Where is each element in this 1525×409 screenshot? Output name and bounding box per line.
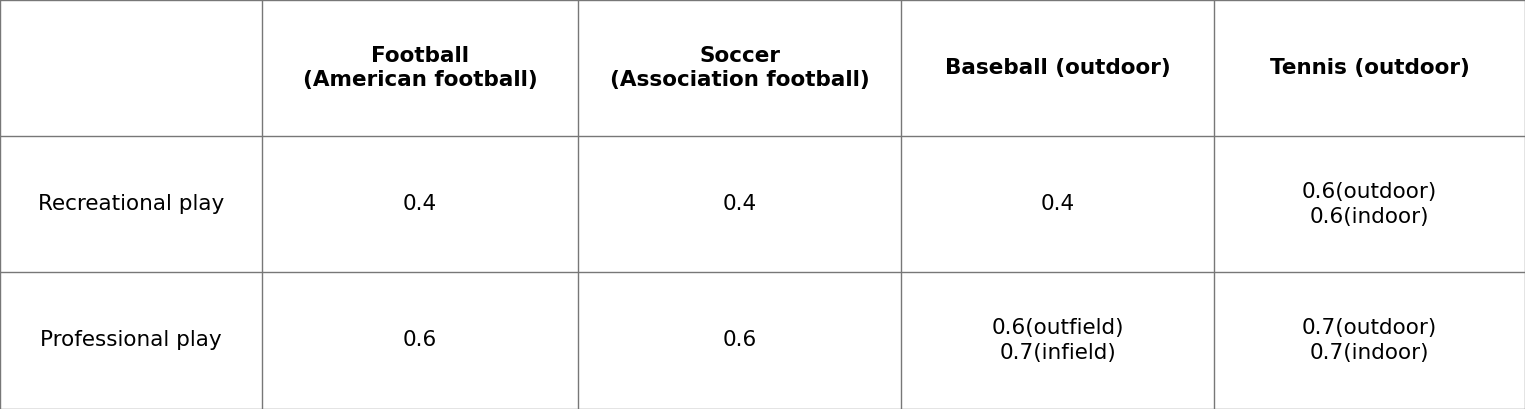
Text: Soccer
(Association football): Soccer (Association football) — [610, 46, 869, 90]
Text: Tennis (outdoor): Tennis (outdoor) — [1269, 58, 1470, 78]
Text: 0.4: 0.4 — [1040, 194, 1075, 214]
Text: 0.7(outdoor)
0.7(indoor): 0.7(outdoor) 0.7(indoor) — [1302, 318, 1437, 363]
Text: 0.6(outdoor)
0.6(indoor): 0.6(outdoor) 0.6(indoor) — [1302, 182, 1437, 227]
Text: Professional play: Professional play — [40, 330, 223, 351]
Text: 0.6: 0.6 — [403, 330, 438, 351]
Text: Football
(American football): Football (American football) — [303, 46, 537, 90]
Text: 0.6(outfield)
0.7(infield): 0.6(outfield) 0.7(infield) — [991, 318, 1124, 363]
Text: Recreational play: Recreational play — [38, 194, 224, 214]
Text: 0.4: 0.4 — [403, 194, 438, 214]
Text: 0.6: 0.6 — [723, 330, 756, 351]
Text: Baseball (outdoor): Baseball (outdoor) — [944, 58, 1171, 78]
Text: 0.4: 0.4 — [723, 194, 756, 214]
